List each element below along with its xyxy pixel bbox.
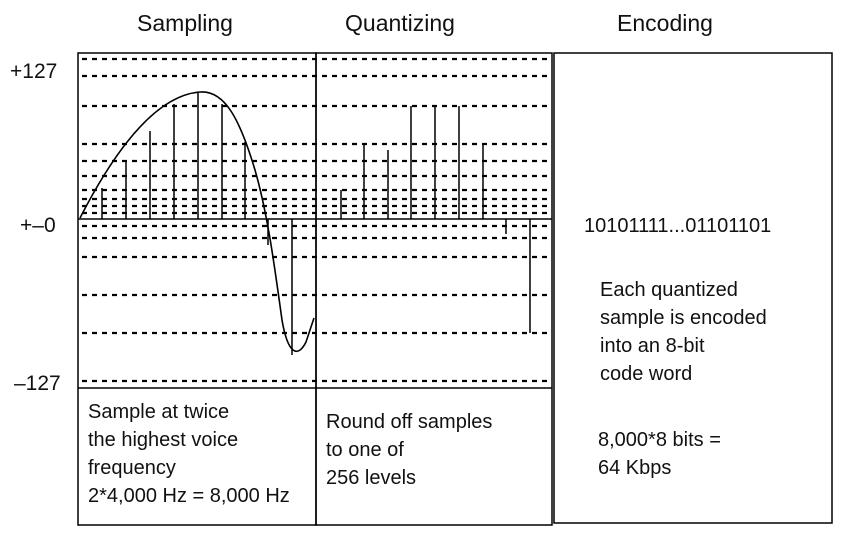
encoding-panel	[553, 52, 833, 524]
quantizing-caption-line: Round off samples	[326, 411, 493, 433]
quantizing-caption-line: 256 levels	[326, 467, 417, 489]
quantizing-caption-line: to one of	[326, 439, 404, 461]
sampling-caption-line: the highest voice	[88, 429, 239, 451]
encoding-rate-line: 64 Kbps	[598, 457, 672, 479]
encoding-rate: 8,000*8 bits = 64 Kbps	[598, 426, 721, 482]
sampling-caption-line: Sample at twice	[88, 401, 230, 423]
axis-label-bottom: –127	[14, 372, 61, 395]
quantizing-header: Quantizing	[345, 10, 455, 36]
sampling-caption-line: 2*4,000 Hz = 8,000 Hz	[88, 485, 290, 507]
encoding-rate-line: 8,000*8 bits =	[598, 429, 721, 451]
axis-label-zero: +–0	[20, 214, 56, 237]
encoding-description-line: code word	[600, 363, 693, 385]
encoding-description-line: into an 8-bit	[600, 335, 705, 357]
quantizing-caption: Round off samples to one of 256 levels	[326, 408, 492, 492]
encoding-description-line: Each quantized	[600, 279, 738, 301]
sampling-header: Sampling	[137, 10, 233, 36]
encoding-description-line: sample is encoded	[600, 307, 767, 329]
encoding-description: Each quantized sample is encoded into an…	[600, 276, 767, 388]
axis-label-top: +127	[10, 60, 58, 83]
encoding-header: Encoding	[617, 10, 713, 36]
quantizing-panel	[315, 52, 553, 526]
sampling-caption-line: frequency	[88, 457, 176, 479]
sample-stems	[101, 93, 293, 355]
analog-waveform	[79, 91, 315, 353]
sampling-caption: Sample at twice the highest voice freque…	[88, 398, 290, 510]
encoding-bits: 10101111...01101101	[584, 215, 772, 237]
quantization-levels	[82, 57, 548, 383]
quantized-stems	[340, 106, 531, 333]
